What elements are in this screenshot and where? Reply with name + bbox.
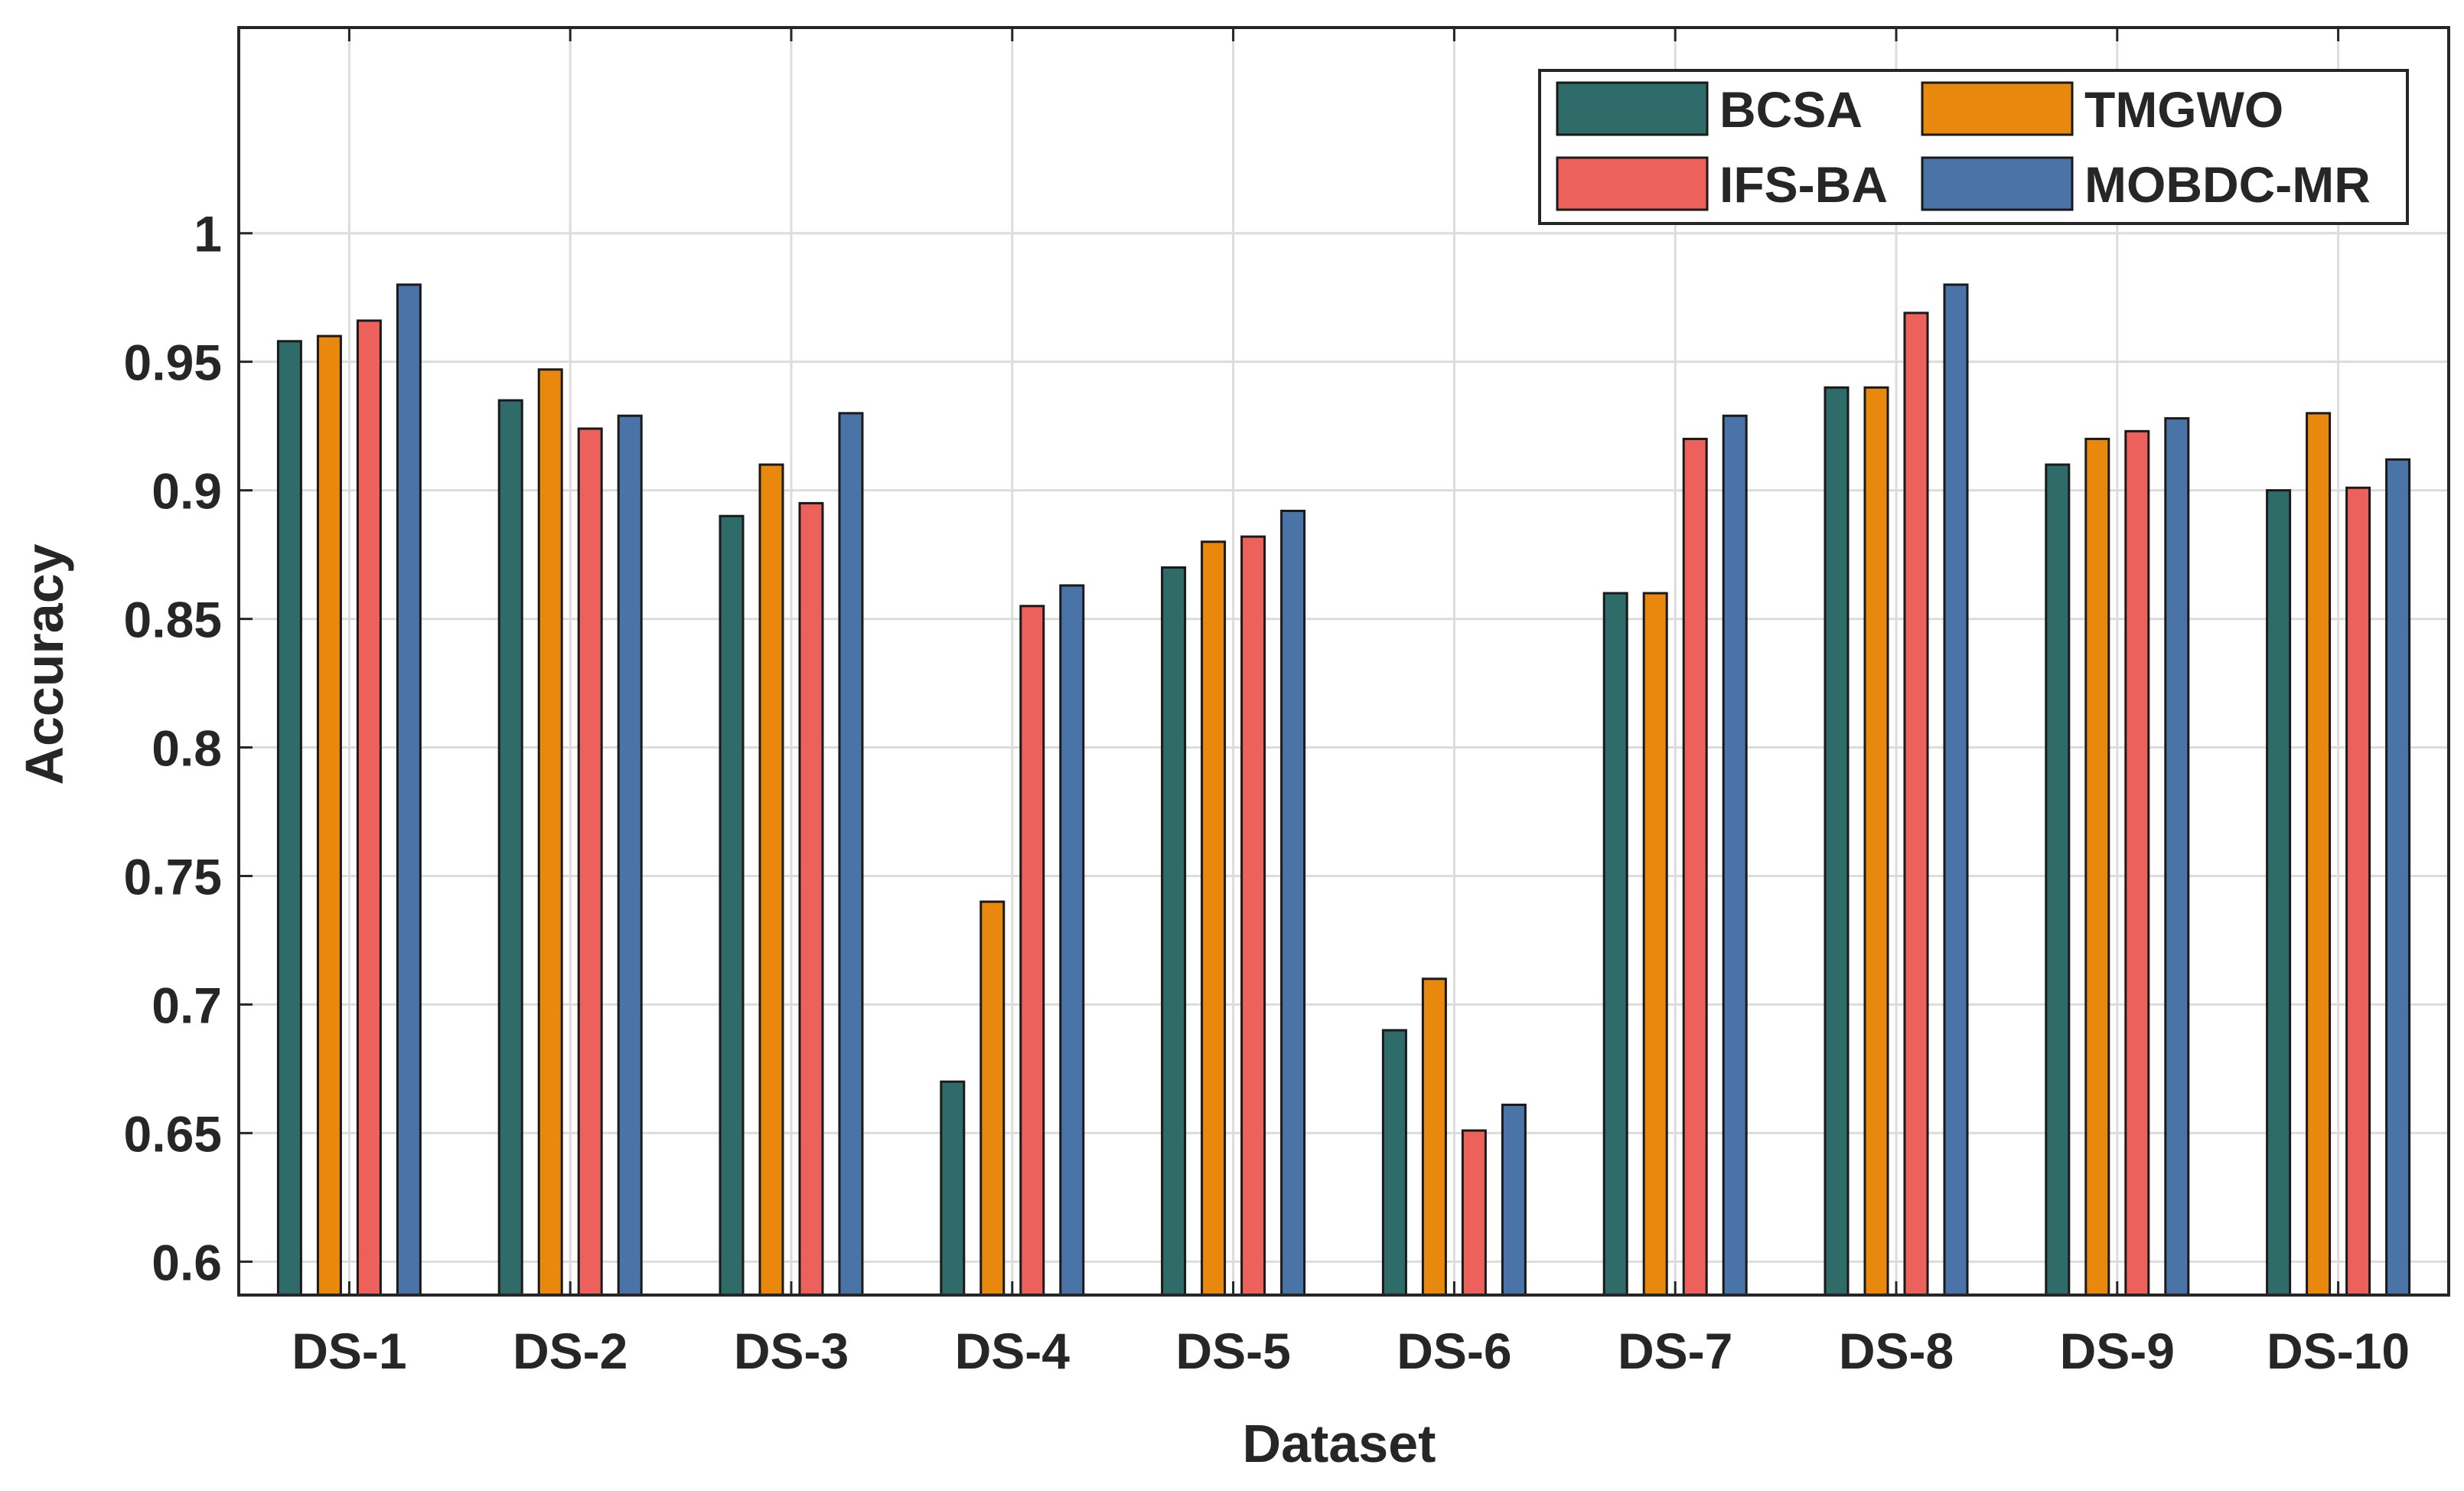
legend-swatch-mobdc-mr bbox=[1921, 156, 2074, 211]
y-tick-label: 0.7 bbox=[152, 977, 222, 1033]
grid-layer bbox=[239, 28, 2449, 1295]
y-tick-labels: 0.6 0.65 0.7 0.75 0.8 0.85 0.9 0.95 1 bbox=[124, 206, 222, 1291]
bar-mobdc-mr bbox=[396, 283, 422, 1297]
legend: BCSA TMGWO IFS-BA MOBDC-MR bbox=[1538, 69, 2409, 225]
y-tick-label: 1 bbox=[194, 206, 222, 263]
bar-bcsa bbox=[497, 399, 523, 1297]
bar-ifs-ba bbox=[1019, 605, 1045, 1297]
x-axis-label: Dataset bbox=[1243, 1414, 1436, 1473]
bar-tmgwo bbox=[1863, 386, 1889, 1297]
legend-label: MOBDC-MR bbox=[2084, 156, 2371, 213]
bar-mobdc-mr bbox=[1501, 1103, 1527, 1297]
x-tick-label: DS-3 bbox=[734, 1323, 849, 1379]
bar-mobdc-mr bbox=[1059, 584, 1085, 1297]
bar-ifs-ba bbox=[2124, 429, 2150, 1297]
y-tick-label: 0.65 bbox=[124, 1105, 222, 1162]
x-tick-labels: DS-1 DS-2 DS-3 DS-4 DS-5 DS-6 DS-7 DS-8 DS-9 DS-1… bbox=[292, 1323, 2410, 1379]
bar-ifs-ba bbox=[1903, 312, 1929, 1297]
plot-frame bbox=[237, 26, 2450, 1297]
y-tick-label: 0.75 bbox=[124, 848, 222, 905]
bar-tmgwo bbox=[537, 368, 563, 1297]
x-tick-label: DS-4 bbox=[955, 1323, 1071, 1379]
legend-label: IFS-BA bbox=[1719, 156, 1888, 213]
bar-tmgwo bbox=[2084, 437, 2110, 1297]
bar-ifs-ba bbox=[577, 427, 603, 1297]
bar-mobdc-mr bbox=[1280, 509, 1306, 1297]
bar-bcsa bbox=[1161, 566, 1187, 1297]
bar-bcsa bbox=[1381, 1029, 1407, 1297]
axis-layer bbox=[237, 26, 2450, 1297]
y-tick-label: 0.85 bbox=[124, 592, 222, 648]
bar-bcsa bbox=[719, 514, 745, 1297]
y-tick-label: 0.95 bbox=[124, 334, 222, 391]
y-axis-label: Accuracy bbox=[15, 543, 74, 785]
x-tick-label: DS-8 bbox=[1839, 1323, 1954, 1379]
legend-label: TMGWO bbox=[2084, 81, 2283, 138]
y-tick-label: 0.9 bbox=[152, 463, 222, 520]
bar-bcsa bbox=[1602, 592, 1628, 1297]
legend-label: BCSA bbox=[1719, 81, 1863, 138]
legend-swatch-bcsa bbox=[1556, 81, 1709, 136]
x-tick-label: DS-2 bbox=[513, 1323, 627, 1379]
bar-mobdc-mr bbox=[2164, 417, 2190, 1297]
y-tick-label: 0.6 bbox=[152, 1234, 222, 1290]
bar-mobdc-mr bbox=[1722, 414, 1748, 1297]
bar-tmgwo bbox=[2306, 412, 2332, 1297]
x-tick-label: DS-7 bbox=[1618, 1323, 1732, 1379]
legend-swatch-tmgwo bbox=[1921, 81, 2074, 136]
y-tick-label: 0.8 bbox=[152, 720, 222, 777]
bar-tmgwo bbox=[1421, 977, 1447, 1297]
bar-ifs-ba bbox=[798, 501, 824, 1297]
bar-tmgwo bbox=[1201, 540, 1227, 1297]
bar-bcsa bbox=[940, 1080, 966, 1297]
bar-bcsa bbox=[276, 340, 302, 1297]
x-tick-label: DS-1 bbox=[292, 1323, 406, 1379]
bar-tmgwo bbox=[316, 334, 342, 1297]
bar-tmgwo bbox=[758, 463, 784, 1297]
bar-bcsa bbox=[2045, 463, 2071, 1297]
x-tick-label: DS-9 bbox=[2060, 1323, 2175, 1379]
x-tick-label: DS-6 bbox=[1397, 1323, 1511, 1379]
bar-mobdc-mr bbox=[2385, 458, 2411, 1297]
bar-tmgwo bbox=[1642, 592, 1668, 1297]
bar-mobdc-mr bbox=[1943, 283, 1969, 1297]
bar-tmgwo bbox=[979, 900, 1005, 1297]
bar-ifs-ba bbox=[1461, 1129, 1487, 1297]
x-tick-label: DS-10 bbox=[2267, 1323, 2410, 1379]
bar-bcsa bbox=[2266, 489, 2292, 1297]
bar-bcsa bbox=[1824, 386, 1850, 1297]
legend-swatch-ifs-ba bbox=[1556, 156, 1709, 211]
bar-mobdc-mr bbox=[617, 414, 643, 1297]
x-tick-label: DS-5 bbox=[1175, 1323, 1290, 1379]
bar-ifs-ba bbox=[2345, 486, 2371, 1297]
bar-ifs-ba bbox=[1240, 535, 1266, 1297]
bar-ifs-ba bbox=[356, 319, 382, 1297]
bar-mobdc-mr bbox=[838, 412, 864, 1297]
bar-ifs-ba bbox=[1682, 437, 1708, 1297]
